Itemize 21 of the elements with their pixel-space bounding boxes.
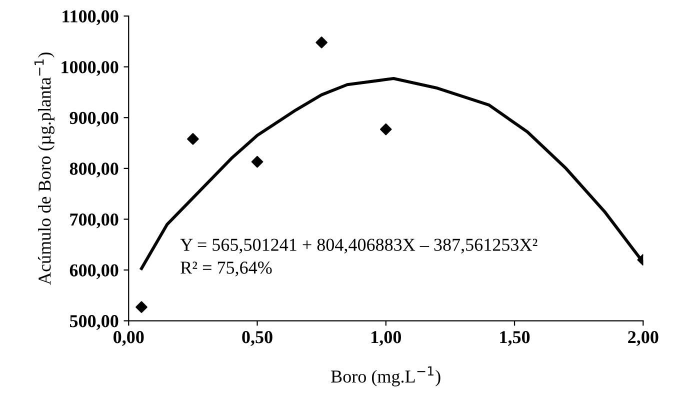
y-axis-title: Acúmulo de Boro (µg.planta$^{−1}$)	[34, 52, 54, 285]
point	[251, 156, 264, 168]
point	[380, 123, 392, 136]
y-tick-label: 700,00	[70, 213, 118, 228]
x-tick-label: 1,00	[372, 331, 401, 346]
y-tick-label: 900,00	[70, 112, 118, 127]
annotation: Y = 565,501241 + 804,406883X – 387,561253X²	[180, 238, 538, 254]
y-tick-label: 1000,00	[62, 61, 118, 76]
x-tick-label: 0,00	[114, 331, 144, 346]
y-tick-label: 600,00	[70, 264, 118, 280]
point	[316, 36, 328, 48]
point	[187, 133, 199, 145]
point	[136, 301, 148, 313]
annotation: R² = 75,64%	[180, 262, 272, 276]
x-axis-title: Boro (mg.L$^{−1}$)	[331, 366, 440, 386]
x-tick-label: 1,50	[500, 331, 530, 346]
x-tick-label: 2,00	[628, 331, 658, 346]
x-tick-label: 0,50	[242, 331, 272, 346]
y-tick-label: 1100,00	[62, 10, 118, 26]
y-tick-label: 500,00	[70, 315, 118, 330]
y-tick-label: 800,00	[70, 162, 118, 178]
